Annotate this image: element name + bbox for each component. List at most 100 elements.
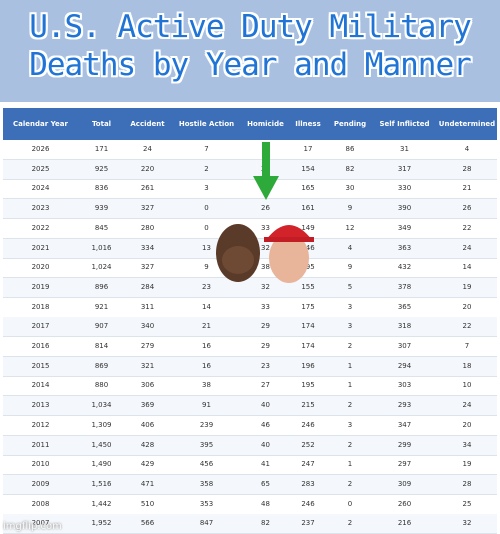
- table-cell: 20: [462, 420, 472, 429]
- table-row: 2023 939 327 0 26 161 9 390 26: [3, 199, 497, 220]
- table-cell: 91: [202, 401, 211, 410]
- table-cell: 2021: [31, 243, 50, 252]
- table-cell: 836: [94, 184, 109, 193]
- table-cell: 330: [397, 184, 412, 193]
- table-cell: 82: [261, 519, 270, 528]
- table-cell: 369: [140, 401, 155, 410]
- table-cell: 1,309: [91, 420, 112, 429]
- table-row: 2016 814 279 16 29 174 2 307 7: [3, 337, 497, 357]
- table-cell: 1,016: [91, 243, 112, 252]
- table-row: 20259252202221548231728: [3, 159, 497, 180]
- table-cell: 284: [140, 282, 155, 291]
- table-cell: 28: [462, 479, 472, 488]
- table-cell: 32: [261, 282, 270, 291]
- table-cell: 215: [301, 401, 315, 410]
- table-cell: 220: [140, 164, 155, 173]
- table-cell: 1: [347, 361, 353, 370]
- table-row: 2008 1,442 510 353 48 246 0 260 25: [3, 495, 497, 515]
- table-cell: 41: [261, 460, 270, 469]
- table-cell: 2007: [31, 519, 50, 528]
- table-cell: 2009: [31, 479, 50, 488]
- table-row: 2009 1,516 471 358 65 283 2 309 28: [3, 474, 497, 495]
- table-cell: 340: [140, 322, 155, 331]
- table-cell: 845: [94, 223, 109, 232]
- header-cell: Homicide: [247, 120, 284, 128]
- table-cell: 309: [397, 479, 412, 488]
- table-cell: 5: [347, 282, 353, 291]
- table-cell: 353: [199, 499, 214, 508]
- table-cell: 321: [140, 361, 155, 370]
- table-cell: 365: [397, 302, 412, 311]
- table-cell: 2018: [31, 302, 50, 311]
- table-cell: 847: [199, 519, 214, 528]
- table-cell: 1,024: [91, 263, 112, 272]
- table-cell: 26: [261, 204, 270, 213]
- table-cell: 1,450: [91, 440, 112, 449]
- table-cell: 2026: [31, 145, 50, 153]
- table-cell: 13: [202, 243, 211, 252]
- table-cell: 22: [462, 322, 472, 331]
- table-cell: 3: [347, 302, 353, 311]
- table-cell: 48: [261, 499, 270, 508]
- table-cell: 16: [202, 361, 211, 370]
- header-cell: Self Inflicted: [379, 120, 430, 128]
- table-cell: 907: [94, 322, 109, 331]
- table-cell: 2: [347, 519, 353, 528]
- table-cell: 161: [301, 204, 315, 213]
- table-cell: 246: [301, 499, 315, 508]
- table-cell: 299: [397, 440, 412, 449]
- table-row: 2017 907 340 21 29 174 3 318 22: [3, 317, 497, 338]
- table-cell: 2019: [31, 282, 50, 291]
- title-banner: U.S. Active Duty Military Deaths by Year…: [0, 0, 500, 102]
- table-cell: 174: [301, 342, 315, 350]
- table-cell: 38: [261, 263, 270, 272]
- table-cell: 16: [202, 342, 211, 350]
- title: U.S. Active Duty Military Deaths by Year…: [29, 9, 472, 83]
- table-cell: 40: [261, 440, 270, 449]
- table-cell: 195: [301, 263, 315, 272]
- table-cell: 2012: [31, 420, 50, 429]
- table-cell: 2022: [31, 223, 50, 232]
- table-cell: 33: [261, 223, 270, 232]
- table-cell: 46: [261, 420, 270, 429]
- header-cell: Accident: [130, 120, 165, 128]
- table-cell: 40: [261, 401, 270, 410]
- table-cell: 294: [397, 361, 412, 370]
- table-cell: 239: [199, 420, 214, 429]
- table-cell: 1,490: [91, 460, 112, 469]
- table-cell: 30: [345, 184, 355, 193]
- table-cell: 246: [301, 243, 315, 252]
- table-cell: 21: [202, 322, 211, 331]
- table-cell: 4: [347, 243, 353, 252]
- table-cell: 9: [347, 204, 353, 213]
- table-cell: 2: [347, 401, 353, 410]
- table-cell: 1,034: [91, 401, 112, 410]
- table-cell: 432: [397, 263, 412, 272]
- table-cell: 65: [261, 479, 270, 488]
- table-cell: 14: [202, 302, 211, 311]
- table-cell: 9: [204, 263, 209, 272]
- table-cell: 196: [301, 361, 315, 370]
- table-cell: 2025: [31, 164, 50, 173]
- table-cell: 334: [140, 243, 155, 252]
- table-cell: 24: [462, 243, 472, 252]
- table-cell: 318: [397, 322, 412, 331]
- table-cell: 327: [140, 204, 155, 213]
- table-cell: 2011: [31, 440, 50, 449]
- face-left: [216, 224, 260, 282]
- table-row: 2014 880 306 38 27 195 1 303 10: [3, 376, 497, 397]
- table-cell: 2017: [31, 322, 50, 331]
- table-cell: 378: [397, 282, 412, 291]
- table-cell: 347: [397, 420, 412, 429]
- table-cell: 566: [140, 519, 155, 528]
- table-cell: 27: [261, 381, 270, 390]
- table-cell: 279: [140, 342, 155, 350]
- table-cell: 306: [140, 381, 155, 390]
- table-cell: 86: [345, 145, 355, 153]
- header-cell: Total Deaths: [87, 120, 116, 160]
- table-cell: 2: [347, 479, 353, 488]
- table-cell: 4: [464, 145, 470, 153]
- table-cell: 17: [303, 145, 313, 153]
